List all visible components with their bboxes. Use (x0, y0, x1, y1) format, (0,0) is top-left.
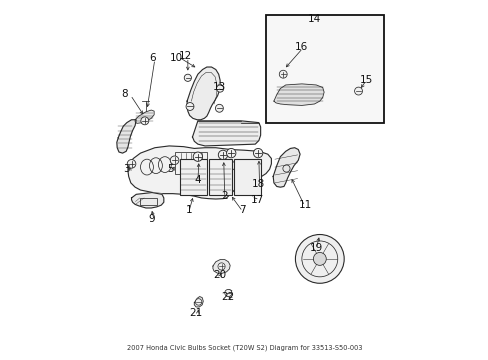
Circle shape (253, 148, 262, 158)
Text: 17: 17 (250, 195, 263, 205)
Text: 20: 20 (212, 270, 225, 280)
Circle shape (224, 289, 231, 297)
Text: 19: 19 (309, 243, 322, 253)
Circle shape (295, 234, 344, 283)
Text: 6: 6 (149, 53, 156, 63)
Circle shape (141, 117, 148, 125)
Circle shape (216, 85, 223, 92)
Text: 1: 1 (185, 206, 192, 216)
Text: 15: 15 (359, 75, 372, 85)
Polygon shape (128, 146, 271, 199)
Polygon shape (135, 110, 154, 123)
Text: 22: 22 (221, 292, 235, 302)
Circle shape (127, 159, 136, 168)
Circle shape (279, 70, 286, 78)
Text: 13: 13 (212, 82, 225, 92)
Bar (233, 159, 260, 195)
Polygon shape (194, 297, 203, 307)
Polygon shape (117, 120, 136, 153)
Text: 8: 8 (121, 89, 127, 99)
Polygon shape (187, 67, 220, 120)
Circle shape (313, 252, 325, 265)
Circle shape (218, 150, 227, 159)
Polygon shape (273, 84, 324, 105)
Text: 7: 7 (239, 206, 245, 216)
Text: 16: 16 (295, 42, 308, 52)
Polygon shape (192, 121, 260, 146)
Bar (265, 15, 384, 123)
Circle shape (226, 148, 235, 158)
Circle shape (195, 299, 202, 305)
Circle shape (185, 103, 194, 111)
Circle shape (193, 152, 202, 161)
Text: 4: 4 (194, 175, 201, 185)
Circle shape (354, 87, 362, 95)
Text: 10: 10 (169, 53, 183, 63)
Text: 14: 14 (307, 14, 321, 24)
Bar (140, 198, 157, 205)
Text: 12: 12 (178, 51, 192, 61)
Text: 2007 Honda Civic Bulbs Socket (T20W S2) Diagram for 33513-S50-003: 2007 Honda Civic Bulbs Socket (T20W S2) … (126, 345, 362, 351)
Polygon shape (273, 148, 300, 187)
Text: 3: 3 (122, 164, 129, 174)
Text: 11: 11 (298, 200, 311, 210)
Text: 9: 9 (148, 215, 154, 224)
Circle shape (184, 74, 191, 81)
Bar (180, 159, 206, 195)
Text: 18: 18 (252, 179, 265, 189)
Circle shape (218, 263, 224, 270)
Bar (208, 159, 231, 195)
Text: 5: 5 (167, 164, 174, 174)
Bar (174, 152, 206, 174)
Text: 21: 21 (189, 308, 203, 318)
Circle shape (215, 104, 223, 112)
Polygon shape (212, 260, 230, 273)
Circle shape (170, 156, 179, 165)
Text: 2: 2 (221, 191, 227, 201)
Polygon shape (131, 193, 163, 208)
